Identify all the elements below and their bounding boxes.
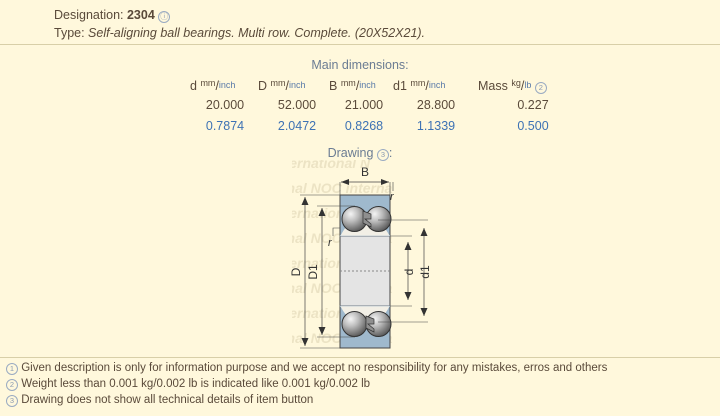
svg-text:B: B	[361, 165, 369, 179]
svg-text:onal NOC interna: onal NOC interna	[278, 180, 393, 196]
svg-text:Cinternational N: Cinternational N	[262, 160, 371, 171]
svg-text:d1: d1	[418, 265, 432, 279]
svg-text:r: r	[390, 191, 395, 203]
svg-text:D1: D1	[306, 264, 320, 280]
svg-text:d: d	[402, 269, 416, 276]
svg-text:D: D	[289, 267, 303, 276]
